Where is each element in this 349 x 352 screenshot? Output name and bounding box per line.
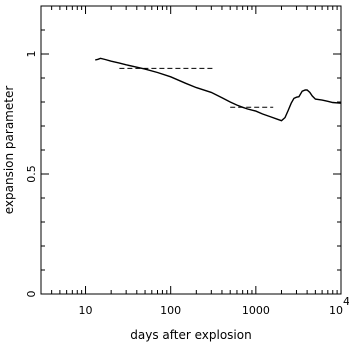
y-tick-label: 0.5 [25,165,38,183]
x-axis-label: days after explosion [130,328,251,342]
y-tick-label: 1 [25,51,38,58]
x-axis-ticks: 10 100 1000 104 [40,6,349,317]
x-tick-label: 1000 [242,304,270,317]
series-layer [95,57,342,122]
plot-frame [40,5,342,295]
series-line [95,57,342,122]
x-tick-label-exponent: 4 [343,295,349,308]
x-tick-label: 10 [79,304,93,317]
y-tick-label: 0 [25,291,38,298]
y-axis-ticks: 00.51 [25,5,341,298]
x-tick-label: 10 [329,304,343,317]
y-axis-label: expansion parameter [2,86,16,215]
x-tick-label: 100 [160,304,181,317]
